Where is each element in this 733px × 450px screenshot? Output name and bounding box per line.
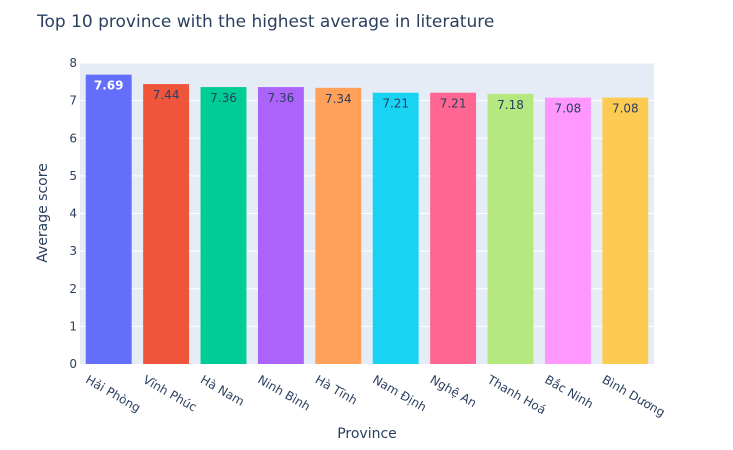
- bar-value-label: 7.18: [497, 98, 524, 112]
- bar-value-label: 7.08: [555, 102, 582, 116]
- bar[interactable]: [602, 97, 649, 365]
- bar[interactable]: [85, 74, 132, 364]
- bar-value-label: 7.36: [210, 91, 237, 105]
- bar-value-label: 7.69: [94, 79, 124, 93]
- x-tick-label: Nam Định: [370, 372, 429, 414]
- bar-value-label: 7.21: [440, 97, 467, 111]
- bar[interactable]: [372, 92, 419, 364]
- y-tick-label: 4: [69, 207, 77, 221]
- x-tick-label: Bắc Ninh: [542, 372, 595, 411]
- bar-value-label: 7.34: [325, 92, 352, 106]
- y-tick-label: 7: [69, 94, 77, 108]
- bar[interactable]: [257, 87, 304, 364]
- bar[interactable]: [143, 84, 190, 364]
- x-tick-label: Hải Phòng: [83, 372, 143, 415]
- x-tick-label: Bình Dương: [600, 372, 668, 419]
- x-tick-label: Ninh Bình: [255, 372, 312, 413]
- x-tick-label: Vĩnh Phúc: [141, 372, 200, 414]
- y-tick-label: 0: [69, 357, 77, 371]
- y-tick-label: 1: [69, 319, 77, 333]
- bar-value-label: 7.44: [153, 88, 180, 102]
- bar-value-label: 7.36: [268, 91, 295, 105]
- y-axis-title: Average score: [35, 163, 51, 263]
- x-tick-label: Hà Nam: [198, 372, 247, 408]
- chart-title: Top 10 province with the highest average…: [37, 12, 495, 32]
- bar[interactable]: [200, 87, 247, 364]
- bar-value-label: 7.08: [612, 102, 639, 116]
- bars-group: 7.69 7.44 7.36 7.36 7.34 7.21 7.21 7.18 7.08 7.08: [85, 74, 649, 365]
- bar[interactable]: [430, 92, 477, 364]
- x-tick-label: Hà Tĩnh: [313, 372, 360, 407]
- x-axis-title: Province: [337, 426, 397, 442]
- bar[interactable]: [487, 93, 534, 364]
- y-tick-label: 6: [69, 131, 77, 145]
- y-tick-label: 8: [69, 56, 77, 70]
- y-tick-label: 3: [69, 244, 77, 258]
- y-tick-label: 5: [69, 169, 77, 183]
- bar[interactable]: [544, 97, 591, 365]
- bar[interactable]: [315, 87, 362, 365]
- y-axis-ticks: 0 1 2 3 4 5 6 7 8: [69, 56, 77, 371]
- y-tick-label: 2: [69, 282, 77, 296]
- x-tick-label: Nghệ An: [428, 372, 479, 410]
- x-tick-label: Thanh Hoá: [484, 372, 548, 417]
- bar-value-label: 7.21: [382, 97, 409, 111]
